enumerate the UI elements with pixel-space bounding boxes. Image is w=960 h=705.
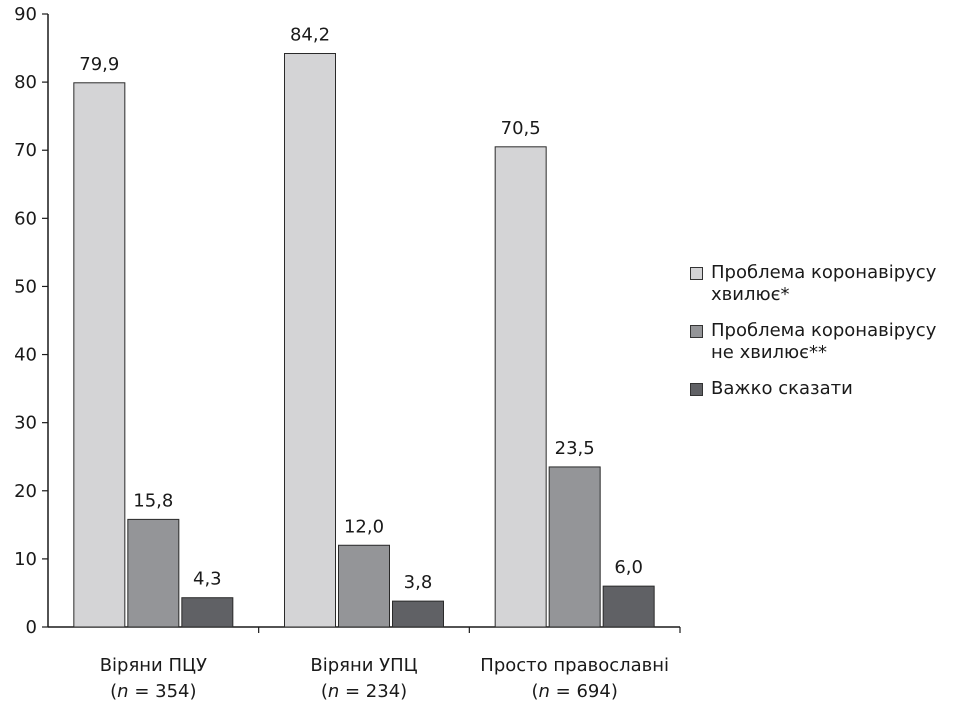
bar — [494, 146, 547, 628]
data-label: 15,8 — [133, 490, 173, 511]
category-sample-size: (n = 354) — [110, 681, 196, 702]
data-label: 84,2 — [290, 25, 330, 46]
bar — [602, 585, 655, 628]
y-tick-label: 30 — [14, 413, 37, 434]
y-tick-label: 40 — [14, 345, 37, 366]
bar — [127, 518, 180, 628]
category-label: Віряни УПЦ — [310, 655, 417, 676]
bar — [181, 597, 234, 628]
bar — [284, 53, 336, 628]
y-tick-label: 20 — [14, 481, 37, 502]
data-label: 12,0 — [344, 516, 384, 537]
y-tick-label: 10 — [14, 549, 37, 570]
data-label: 6,0 — [614, 557, 643, 578]
bar — [392, 600, 444, 628]
y-tick-label: 60 — [14, 208, 37, 229]
legend-swatch-worried — [690, 267, 703, 280]
legend-label-not-worried: Проблема коронавірусу не хвилює** — [711, 320, 937, 363]
data-label: 79,9 — [79, 54, 119, 75]
bar — [338, 544, 390, 628]
legend: Проблема коронавірусу хвилює* Проблема к… — [690, 262, 955, 414]
bar — [548, 466, 601, 628]
bar — [73, 82, 126, 628]
legend-swatch-hard-to-say — [690, 383, 703, 396]
y-tick-label: 80 — [14, 72, 37, 93]
y-tick-label: 90 — [14, 4, 37, 25]
y-tick-label: 0 — [26, 617, 37, 638]
data-label: 4,3 — [193, 569, 222, 590]
legend-item-worried: Проблема коронавірусу хвилює* — [690, 262, 955, 306]
legend-label-hard-to-say: Важко сказати — [711, 378, 853, 399]
legend-item-not-worried: Проблема коронавірусу не хвилює** — [690, 320, 955, 364]
legend-label-worried: Проблема коронавірусу хвилює* — [711, 262, 937, 305]
y-tick-label: 70 — [14, 140, 37, 161]
legend-swatch-not-worried — [690, 325, 703, 338]
legend-item-hard-to-say: Важко сказати — [690, 378, 955, 400]
category-label: Просто православні — [480, 655, 669, 676]
category-sample-size: (n = 234) — [321, 681, 407, 702]
category-label: Віряни ПЦУ — [100, 655, 207, 676]
category-sample-size: (n = 694) — [531, 681, 617, 702]
data-label: 23,5 — [555, 438, 595, 459]
data-label: 3,8 — [404, 572, 433, 593]
y-tick-label: 50 — [14, 276, 37, 297]
data-label: 70,5 — [501, 118, 541, 139]
